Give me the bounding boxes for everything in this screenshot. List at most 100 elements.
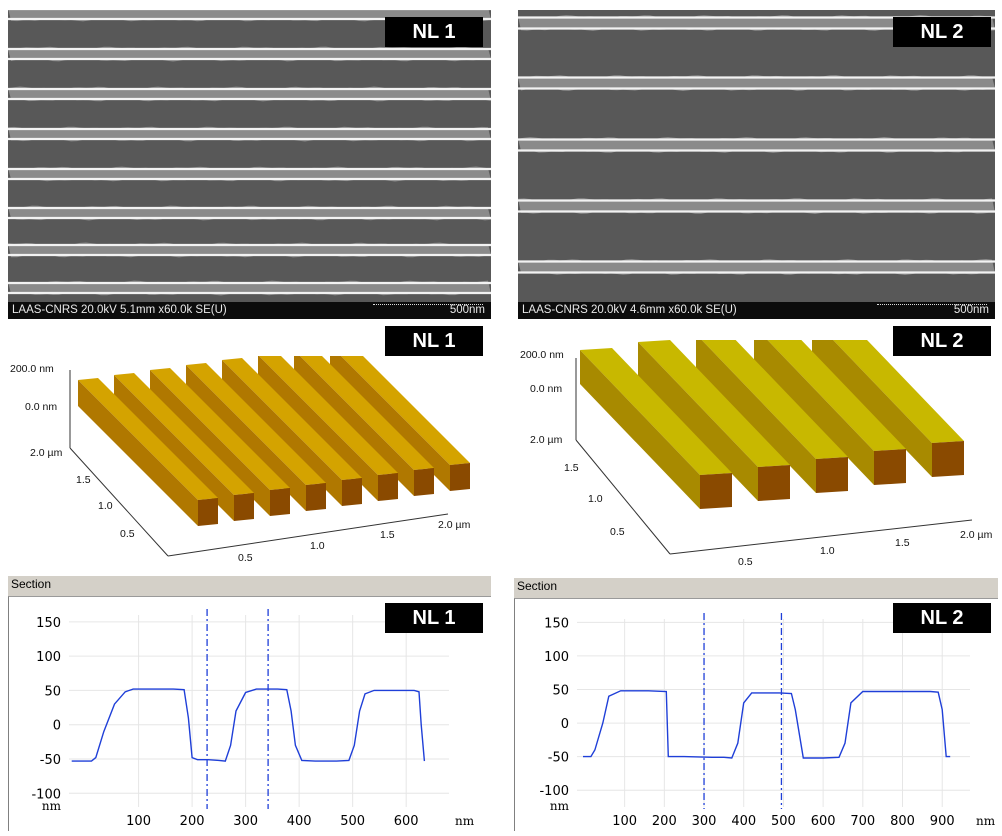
afm-ridge-flank	[580, 350, 700, 509]
afm-ridge-face	[198, 498, 218, 526]
afm-ridge-face	[758, 465, 790, 501]
y-tick-label: 50	[44, 684, 61, 699]
afm-ridge-top	[222, 358, 362, 480]
afm-ridges-nl1	[78, 356, 470, 526]
afm-ridge-top	[300, 356, 434, 470]
afm-ridges-nl2	[580, 340, 964, 509]
y-tick-label: 100	[544, 650, 569, 665]
section-plot-area-nl1: 150 100 50 0 -50 -100 100 200 300 400 500 600 nm nm	[8, 596, 491, 831]
y-tick-label: -100	[31, 787, 61, 802]
y-tick-label: 150	[544, 616, 569, 631]
x-tick-label: 400	[287, 814, 312, 829]
x-tick-label: 400	[731, 814, 756, 829]
afm-ridge-top	[186, 363, 326, 485]
y-tick-label: 100	[36, 650, 61, 665]
afm-ridge-top	[78, 378, 218, 500]
sem-line-body	[8, 126, 491, 142]
afm-y-label-3-nl1: 1.0	[98, 500, 113, 512]
section-profile-line	[71, 688, 426, 762]
x-tick-label: 300	[233, 814, 258, 829]
afm-y-label-4-nl2: 0.5	[610, 526, 625, 538]
y-unit-label: nm	[550, 799, 570, 813]
section-panel-nl1: Section 150 100 50 0 -50 -100 100 200 300 400 500 6…	[8, 576, 491, 831]
afm-y-label-1-nl1: 2.0 µm	[30, 447, 63, 459]
y-tick-label: 50	[552, 684, 569, 699]
afm-x-label-3-nl2: 1.5	[895, 537, 910, 549]
afm-x-label-2-nl1: 1.0	[310, 540, 325, 552]
x-tick-label: 600	[811, 814, 836, 829]
panel-label-afm-nl1: NL 1	[385, 326, 483, 356]
afm-z-label-zero-nl2: 0.0 nm	[530, 383, 562, 395]
x-tick-label: 500	[771, 814, 796, 829]
afm-x-label-1-nl2: 0.5	[738, 556, 753, 568]
section-title-nl1: Section	[11, 577, 52, 591]
afm-y-label-1-nl2: 2.0 µm	[530, 434, 563, 446]
sem-micrograph-nl2	[518, 10, 995, 302]
afm-y-axis-nl1	[69, 447, 169, 557]
sem-line-body	[8, 280, 491, 296]
sem-line-body	[518, 75, 995, 91]
afm-ridge-face	[342, 478, 362, 506]
afm-ridge-top	[580, 348, 732, 475]
afm-ridge-face	[378, 473, 398, 501]
x-tick-label: 900	[930, 814, 955, 829]
sem-micrograph-nl1	[8, 10, 491, 302]
panel-label-section-nl1: NL 1	[385, 603, 483, 633]
x-tick-label: 300	[692, 814, 717, 829]
afm-x-label-1-nl1: 0.5	[238, 552, 253, 564]
afm-ridge-flank	[754, 340, 874, 485]
afm-ridge-top	[259, 356, 398, 475]
afm-x-axis-nl1	[167, 513, 449, 557]
afm-ridge-top	[341, 356, 470, 465]
panel-label-sem-nl1: NL 1	[385, 17, 483, 47]
afm-3d-nl2: 200.0 nm 0.0 nm 2.0 µm 1.5 1.0 0.5 0.5 1…	[510, 340, 1002, 576]
sem-line-body	[518, 198, 995, 214]
section-profile-line	[583, 690, 951, 759]
afm-ridge-face	[306, 483, 326, 511]
afm-ridge-top	[833, 340, 964, 443]
afm-ridge-top	[701, 340, 848, 459]
x-tick-label: 700	[850, 814, 875, 829]
sem-line-body	[8, 205, 491, 221]
y-tick-label: 0	[53, 719, 61, 734]
section-title-nl2: Section	[517, 579, 558, 593]
x-tick-label: 100	[612, 814, 637, 829]
sem-info-text-nl2: LAAS-CNRS 20.0kV 4.6mm x60.0k SE(U)	[522, 304, 737, 316]
afm-ridge-face	[874, 449, 906, 485]
afm-ridge-face	[270, 488, 290, 516]
afm-z-label-top-nl1: 200.0 nm	[10, 363, 54, 375]
afm-y-label-2-nl1: 1.5	[76, 474, 91, 486]
afm-ridge-top	[638, 340, 790, 467]
afm-3d-nl1: 200.0 nm 0.0 nm 2.0 µm 1.5 1.0 0.5 0.5 1…	[0, 356, 500, 574]
panel-label-sem-nl2: NL 2	[893, 17, 991, 47]
afm-y-axis-nl2	[575, 439, 671, 555]
afm-ridge-top	[150, 368, 290, 490]
afm-ridge-face	[414, 468, 434, 496]
sem-image-nl2: LAAS-CNRS 20.0kV 4.6mm x60.0k SE(U) 500n…	[518, 10, 995, 319]
sem-image-nl1: LAAS-CNRS 20.0kV 5.1mm x60.0k SE(U) 500n…	[8, 10, 491, 319]
afm-ridge-flank	[638, 342, 758, 501]
afm-ridge-flank	[696, 340, 816, 493]
afm-surface-nl1: 200.0 nm 0.0 nm 2.0 µm 1.5 1.0 0.5 0.5 1…	[10, 356, 471, 564]
afm-ridge-flank	[812, 340, 932, 477]
afm-x-label-4-nl1: 2.0 µm	[438, 519, 471, 531]
sem-scale-text-nl2: 500nm	[953, 304, 989, 316]
afm-z-label-zero-nl1: 0.0 nm	[25, 401, 57, 413]
y-tick-label: 150	[36, 616, 61, 631]
afm-y-label-3-nl2: 1.0	[588, 493, 603, 505]
afm-ridge-face	[700, 473, 732, 509]
sem-scale-ticks-nl1	[373, 304, 483, 309]
afm-x-label-4-nl2: 2.0 µm	[960, 529, 993, 541]
x-tick-label: 600	[394, 814, 419, 829]
sem-scale-text-nl1: 500nm	[449, 304, 485, 316]
afm-ridge-face	[816, 457, 848, 493]
x-tick-label: 800	[890, 814, 915, 829]
panel-label-afm-nl2: NL 2	[893, 326, 991, 356]
sem-line-body	[8, 46, 491, 62]
afm-ridge-flank	[78, 380, 198, 526]
sem-info-bar-nl2: LAAS-CNRS 20.0kV 4.6mm x60.0k SE(U) 500n…	[518, 302, 995, 319]
y-tick-label: -50	[40, 753, 61, 768]
x-unit-label: nm	[976, 814, 996, 828]
